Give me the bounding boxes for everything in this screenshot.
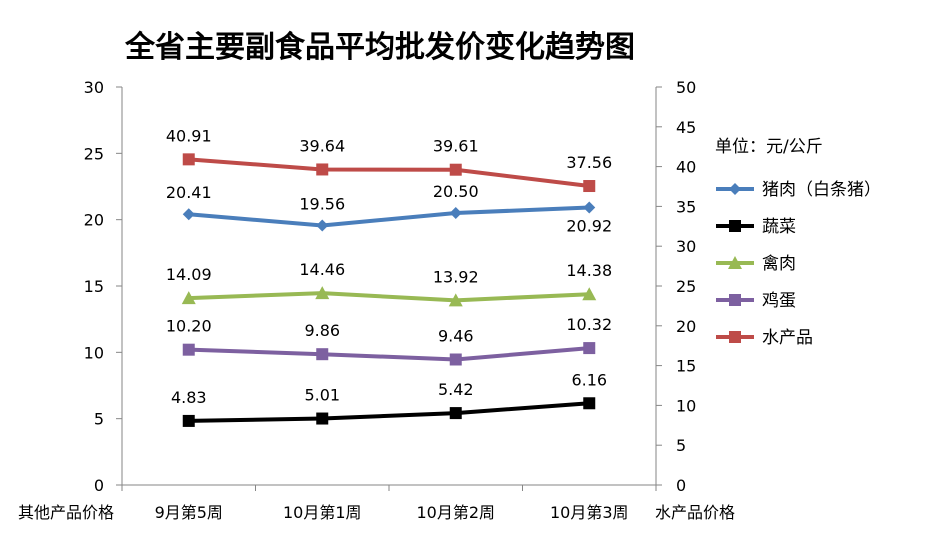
- data-point-square: [182, 153, 195, 166]
- data-label: 20.92: [566, 216, 612, 235]
- chart-title: 全省主要副食品平均批发价变化趋势图: [124, 30, 635, 65]
- data-label: 10.20: [166, 317, 212, 336]
- y-right-tick-label: 0: [676, 476, 686, 495]
- data-label: 39.64: [299, 136, 345, 155]
- y-right-tick-label: 15: [676, 357, 696, 376]
- x-tick-label: 10月第1周: [283, 503, 362, 522]
- data-point-square: [729, 294, 741, 306]
- data-point-diamond: [583, 201, 596, 214]
- data-label: 5.01: [304, 386, 340, 405]
- data-label: 20.41: [166, 183, 212, 202]
- data-label: 39.61: [433, 137, 479, 156]
- data-point-triangle: [448, 293, 463, 307]
- data-point-square: [316, 163, 329, 176]
- data-label: 5.42: [438, 380, 474, 399]
- y-right-tick-label: 20: [676, 317, 696, 336]
- data-point-diamond: [182, 208, 195, 221]
- right-axis-caption: 水产品价格: [655, 503, 735, 522]
- y-left-tick-label: 25: [84, 144, 104, 163]
- y-left-tick-label: 10: [84, 343, 104, 362]
- data-label: 40.91: [166, 126, 212, 145]
- data-label: 37.56: [566, 153, 612, 172]
- legend-label: 猪肉（白条猪）: [762, 180, 881, 200]
- left-axis-caption: 其他产品价格: [18, 503, 114, 522]
- y-right-tick-label: 25: [676, 277, 696, 296]
- data-point-diamond: [449, 207, 462, 220]
- data-point-diamond: [316, 219, 329, 232]
- data-label: 6.16: [571, 370, 607, 389]
- y-left-tick-label: 5: [94, 410, 104, 429]
- data-point-square: [182, 414, 195, 427]
- y-right-tick-label: 30: [676, 237, 696, 256]
- data-label: 14.46: [299, 260, 345, 279]
- data-label: 14.38: [566, 261, 612, 280]
- data-point-square: [316, 412, 329, 425]
- y-left-tick-label: 15: [84, 277, 104, 296]
- y-right-tick-label: 35: [676, 197, 696, 216]
- series-line: [188, 157, 590, 189]
- data-point-triangle: [582, 287, 597, 301]
- y-right-tick-label: 10: [676, 396, 696, 415]
- data-point-square: [182, 343, 195, 356]
- data-point-diamond: [729, 183, 741, 195]
- series-line: [188, 291, 590, 303]
- series-line: [188, 346, 590, 362]
- data-point-square: [583, 342, 596, 355]
- data-label: 14.09: [166, 265, 212, 284]
- data-point-square: [583, 180, 596, 193]
- data-point-triangle: [181, 291, 196, 305]
- data-label: 9.86: [304, 321, 340, 340]
- data-label: 4.83: [171, 388, 207, 407]
- y-right-tick-label: 5: [676, 436, 686, 455]
- data-point-square: [449, 407, 462, 420]
- data-label: 9.46: [438, 326, 474, 345]
- x-tick-label: 9月第5周: [155, 503, 223, 522]
- data-label: 10.32: [566, 315, 612, 334]
- data-label: 13.92: [433, 267, 479, 286]
- data-label: 19.56: [299, 195, 345, 214]
- y-right-tick-label: 40: [676, 158, 696, 177]
- data-label: 20.50: [433, 182, 479, 201]
- y-left-tick-label: 30: [84, 78, 104, 97]
- chart-axes: 0 5 10 15 20 25 30 0 5 10 15 20 25 30 35 40 45 50 9月第5周 10月…: [84, 78, 697, 522]
- unit-label: 单位：元/公斤: [715, 137, 823, 157]
- series-line: [188, 401, 590, 423]
- legend-label: 禽肉: [762, 254, 796, 274]
- y-right-tick-label: 45: [676, 118, 696, 137]
- data-point-square: [729, 331, 741, 343]
- legend-label: 蔬菜: [762, 217, 796, 237]
- data-point-square: [583, 397, 596, 410]
- y-left-tick-label: 0: [94, 476, 104, 495]
- data-point-square: [729, 220, 741, 232]
- legend-label: 水产品: [762, 328, 813, 348]
- chart-series: [181, 153, 597, 427]
- series-line: [188, 205, 590, 228]
- data-point-triangle: [315, 286, 330, 300]
- data-point-triangle: [728, 256, 742, 269]
- data-point-square: [449, 163, 462, 176]
- y-left-tick-label: 20: [84, 211, 104, 230]
- x-tick-label: 10月第3周: [550, 503, 629, 522]
- data-point-square: [449, 353, 462, 366]
- x-tick-label: 10月第2周: [416, 503, 495, 522]
- data-point-square: [316, 348, 329, 361]
- chart-data-labels: 20.41 19.56 20.50 20.92 4.83 5.01 5.42 6.16 14.0…: [166, 126, 612, 407]
- y-right-tick-label: 50: [676, 78, 696, 97]
- legend-label: 鸡蛋: [762, 291, 796, 311]
